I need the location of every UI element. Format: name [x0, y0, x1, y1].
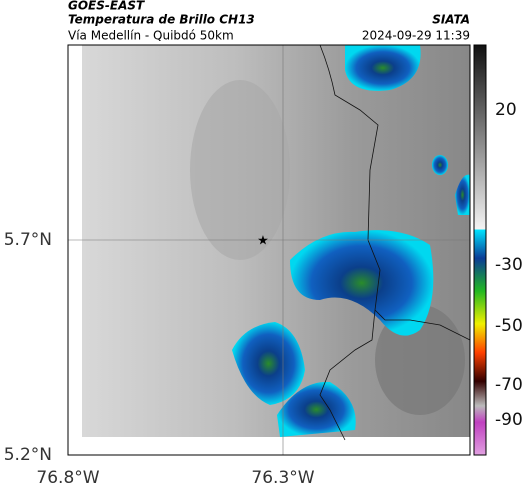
title: GOES-EAST [68, 0, 145, 13]
timestamp: 2024-09-29 11:39 [362, 29, 470, 43]
storm-cell [432, 155, 448, 175]
map-frame [67, 44, 471, 456]
region: Vía Medellín - Quibdó 50km [68, 29, 234, 43]
city-marker: ★ [257, 234, 269, 249]
lat-label: 5.2°N [4, 445, 52, 465]
storm-cell [290, 230, 434, 336]
source: SIATA [432, 13, 470, 27]
colorbar-label: -30 [495, 255, 523, 275]
storm-cell [345, 45, 421, 91]
lon-label: 76.3°W [251, 468, 314, 488]
storm-cell [455, 174, 470, 215]
storm-cell [232, 322, 305, 405]
lat-label: 5.7°N [4, 230, 52, 250]
colorbar-label: -90 [495, 410, 523, 430]
lon-label: 76.8°W [36, 468, 99, 488]
subtitle: Temperatura de Brillo CH13 [68, 13, 255, 27]
colorbar-label: -50 [495, 316, 523, 336]
storm-cell [277, 381, 356, 437]
cloud [190, 80, 290, 260]
colorbar-label: -70 [495, 375, 523, 395]
colorbar [473, 44, 487, 456]
border-line [319, 44, 471, 441]
colorbar-label: 20 [495, 100, 517, 120]
